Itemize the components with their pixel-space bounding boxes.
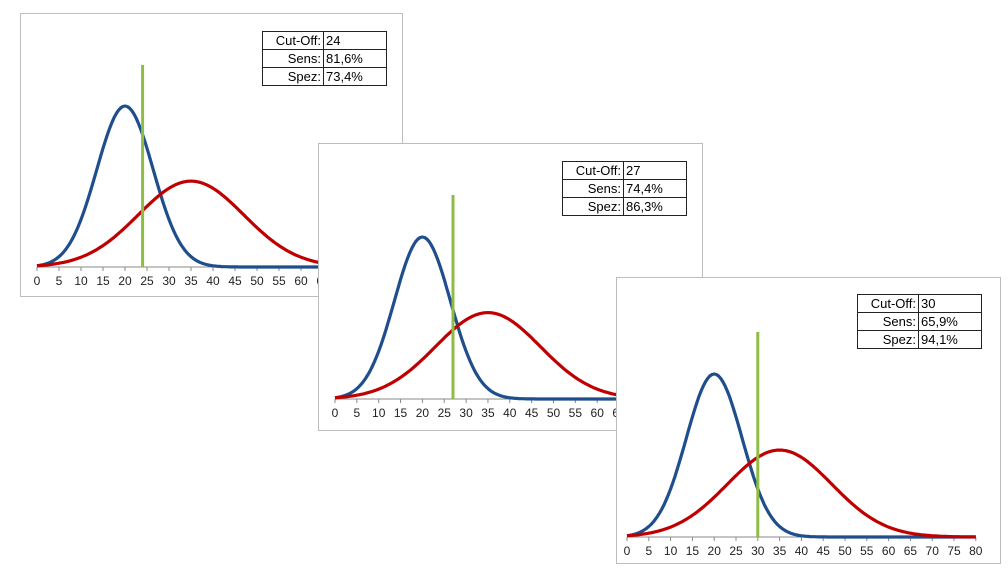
x-tick-label: 45 <box>525 406 539 420</box>
x-tick-label: 55 <box>272 274 286 288</box>
x-tick-label: 40 <box>206 274 220 288</box>
sens-row: Sens: 74,4% <box>562 179 687 198</box>
sens-value: 81,6% <box>323 49 387 68</box>
cutoff-label: Cut-Off: <box>857 294 919 313</box>
x-tick-label: 10 <box>74 274 88 288</box>
x-tick-label: 45 <box>228 274 242 288</box>
x-tick-label: 60 <box>294 274 308 288</box>
x-tick-label: 80 <box>969 544 983 558</box>
x-tick-label: 15 <box>394 406 408 420</box>
x-tick-label: 70 <box>926 544 940 558</box>
x-tick-label: 35 <box>481 406 495 420</box>
x-tick-label: 75 <box>947 544 961 558</box>
sens-value: 74,4% <box>623 179 687 198</box>
spez-row: Spez: 94,1% <box>857 330 982 349</box>
x-tick-label: 35 <box>773 544 787 558</box>
negative-distribution-curve <box>626 372 976 539</box>
spez-value: 73,4% <box>323 67 387 86</box>
x-tick-label: 25 <box>438 406 452 420</box>
x-tick-label: 30 <box>751 544 765 558</box>
x-tick-label: 50 <box>250 274 264 288</box>
x-tick-label: 35 <box>184 274 198 288</box>
spez-row: Spez: 73,4% <box>262 67 387 86</box>
x-tick-label: 10 <box>372 406 386 420</box>
x-tick-label: 25 <box>729 544 743 558</box>
positive-distribution-curve <box>626 448 976 539</box>
cutoff-row: Cut-Off: 24 <box>262 31 387 50</box>
x-tick-label: 60 <box>882 544 896 558</box>
x-tick-label: 20 <box>708 544 722 558</box>
sens-row: Sens: 81,6% <box>262 49 387 68</box>
x-tick-label: 50 <box>838 544 852 558</box>
metrics-table: Cut-Off: 30 Sens: 65,9% Spez: 94,1% <box>857 294 982 349</box>
sens-label: Sens: <box>262 49 324 68</box>
cutoff-value: 24 <box>323 31 387 50</box>
x-tick-label: 15 <box>686 544 700 558</box>
x-tick-label: 5 <box>354 406 361 420</box>
spez-row: Spez: 86,3% <box>562 197 687 216</box>
cutoff-row: Cut-Off: 30 <box>857 294 982 313</box>
x-tick-label: 30 <box>162 274 176 288</box>
spez-label: Spez: <box>562 197 624 216</box>
spez-label: Spez: <box>857 330 919 349</box>
x-tick-label: 30 <box>459 406 473 420</box>
x-tick-label: 60 <box>591 406 605 420</box>
x-tick-label: 55 <box>569 406 583 420</box>
sens-row: Sens: 65,9% <box>857 312 982 331</box>
cutoff-value: 27 <box>623 161 687 180</box>
cutoff-row: Cut-Off: 27 <box>562 161 687 180</box>
metrics-table: Cut-Off: 27 Sens: 74,4% Spez: 86,3% <box>562 161 687 216</box>
x-tick-label: 20 <box>416 406 430 420</box>
x-tick-label: 10 <box>664 544 678 558</box>
x-tick-label: 0 <box>332 406 339 420</box>
x-tick-label: 5 <box>645 544 652 558</box>
x-tick-label: 50 <box>547 406 561 420</box>
x-tick-label: 0 <box>624 544 631 558</box>
spez-value: 86,3% <box>623 197 687 216</box>
x-tick-label: 45 <box>817 544 831 558</box>
cutoff-label: Cut-Off: <box>562 161 624 180</box>
sens-value: 65,9% <box>918 312 982 331</box>
x-tick-label: 20 <box>118 274 132 288</box>
x-tick-label: 40 <box>503 406 517 420</box>
x-tick-label: 15 <box>96 274 110 288</box>
x-tick-label: 5 <box>56 274 63 288</box>
sens-label: Sens: <box>857 312 919 331</box>
x-tick-label: 40 <box>795 544 809 558</box>
x-tick-label: 25 <box>140 274 154 288</box>
metrics-table: Cut-Off: 24 Sens: 81,6% Spez: 73,4% <box>262 31 387 86</box>
x-tick-label: 0 <box>34 274 41 288</box>
cutoff-label: Cut-Off: <box>262 31 324 50</box>
spez-label: Spez: <box>262 67 324 86</box>
x-tick-label: 65 <box>904 544 918 558</box>
chart-panel-cutoff-30: 0 5 10 15 20 25 30 35 40 45 50 55 60 65 70 75 80 Cut-Off… <box>616 277 1001 564</box>
x-tick-label: 55 <box>860 544 874 558</box>
cutoff-value: 30 <box>918 294 982 313</box>
sens-label: Sens: <box>562 179 624 198</box>
spez-value: 94,1% <box>918 330 982 349</box>
